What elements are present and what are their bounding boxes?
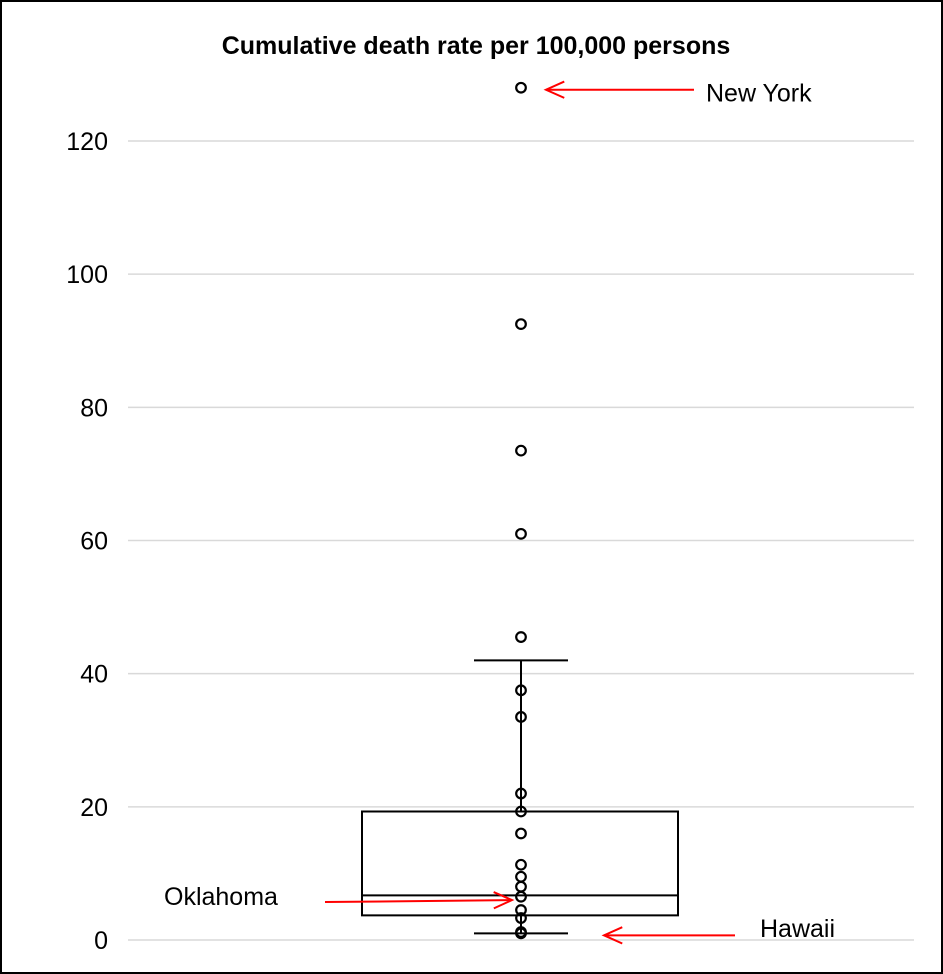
y-tick-label-40: 40 [80,661,108,689]
annotation-hawaii: Hawaii [760,915,835,943]
data-point-9 [515,805,527,818]
data-point-7 [515,858,527,871]
data-point-8 [515,827,527,840]
annotation-new-york: New York [706,80,812,108]
data-point-2 [515,912,527,924]
data-point-14 [515,527,527,540]
data-point-12 [515,684,527,697]
data-point-11 [515,711,527,723]
annotation-oklahoma: Oklahoma [164,883,278,911]
y-tick-label-60: 60 [80,528,108,556]
y-tick-label-0: 0 [94,927,108,955]
data-point-15 [515,444,527,457]
y-tick-label-120: 120 [66,128,108,156]
y-tick-label-20: 20 [80,794,108,822]
data-point-16 [515,318,527,331]
data-point-3 [515,904,527,916]
arrow-new-york-head [543,80,565,99]
y-tick-label-80: 80 [80,394,108,422]
data-point-17 [515,81,527,94]
data-points [515,81,527,940]
data-point-1 [515,926,527,938]
arrow-oklahoma-shaft [324,899,513,904]
y-tick-labels: 0 20 40 60 80 100 120 [66,128,108,955]
data-point-13 [515,631,527,643]
chart-title: Cumulative death rate per 100,000 person… [222,32,731,60]
y-tick-label-100: 100 [66,261,108,289]
data-point-6 [515,870,527,883]
arrow-oklahoma-head [493,891,515,910]
arrow-hawaii-head [601,926,623,945]
box-layer [361,659,679,935]
data-point-10 [515,787,527,800]
annotations: New York Oklahoma Hawaii [164,80,835,945]
